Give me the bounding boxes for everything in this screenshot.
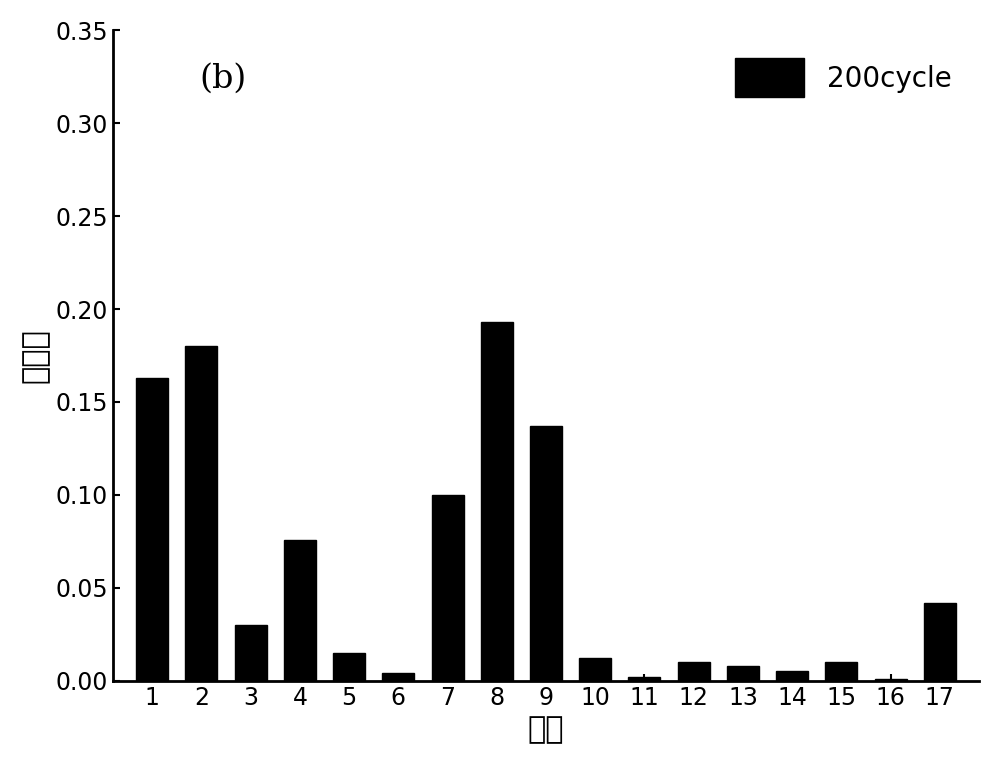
Bar	[333, 653, 365, 681]
Bar	[185, 347, 217, 681]
Bar	[727, 666, 759, 681]
Bar	[825, 662, 857, 681]
Bar	[481, 322, 513, 681]
Bar	[235, 625, 267, 681]
Bar	[628, 677, 660, 681]
Bar	[776, 672, 808, 681]
Y-axis label: 重要性: 重要性	[21, 328, 50, 383]
Legend: 200cycle: 200cycle	[721, 44, 965, 111]
Bar	[136, 378, 168, 681]
Bar	[382, 673, 414, 681]
Bar	[432, 495, 464, 681]
Bar	[579, 659, 611, 681]
Bar	[530, 426, 562, 681]
Bar	[284, 539, 316, 681]
Bar	[678, 662, 710, 681]
Text: (b): (b)	[200, 63, 247, 95]
Bar	[875, 679, 907, 681]
Bar	[924, 603, 956, 681]
X-axis label: 特征: 特征	[528, 715, 564, 744]
